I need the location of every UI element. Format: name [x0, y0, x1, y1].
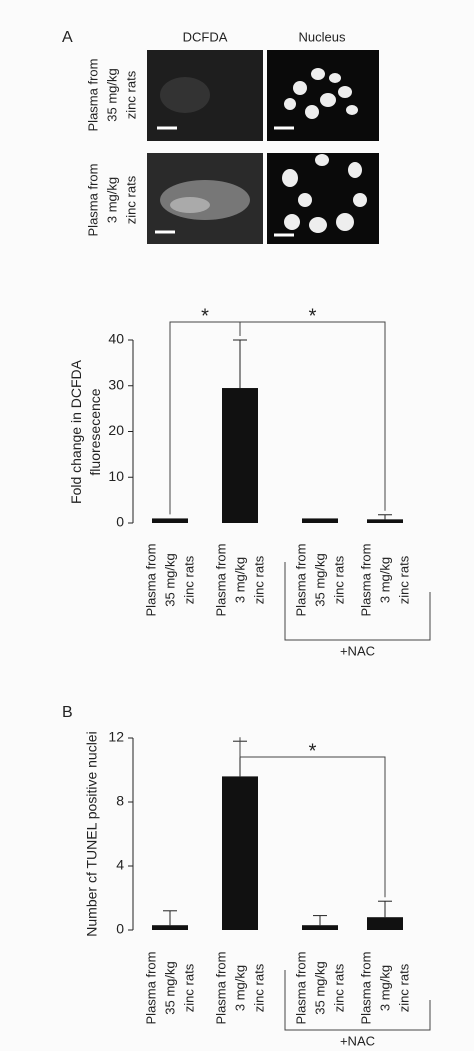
bar [302, 925, 338, 930]
y-tick-label: 4 [116, 857, 124, 873]
error-bar [313, 915, 327, 926]
y-tick-label: 40 [108, 331, 124, 347]
panel-label: B [62, 704, 73, 721]
error-bar [378, 514, 392, 520]
y-tick-label: 8 [116, 793, 124, 809]
bar [222, 388, 258, 523]
significance-bracket [239, 321, 386, 511]
error-bar [233, 339, 247, 389]
error-bar [163, 910, 177, 926]
image-row-label: Plasma from 35 mg/kg zinc rats [85, 58, 139, 132]
x-tick-label: Plasma from 3 mg/kg zinc rats [213, 951, 267, 1025]
micrographs [147, 50, 379, 244]
y-axis-label: Fold change in DCFDA fluoresecence [68, 359, 103, 504]
y-tick-label: 20 [108, 422, 124, 438]
group-label: +NAC [340, 643, 375, 658]
bar [152, 518, 188, 523]
significance-label: * [309, 740, 317, 762]
group-bracket [284, 970, 431, 1031]
bar [367, 917, 403, 930]
y-tick-label: 10 [108, 468, 124, 484]
group-label: +NAC [340, 1033, 375, 1048]
x-tick-label: Plasma from 35 mg/kg zinc rats [293, 951, 347, 1025]
y-axis-label: Number cf TUNEL positive nuclei [83, 731, 100, 937]
y-tick-label: 0 [116, 921, 124, 937]
image-column-label: DCFDA [183, 29, 228, 44]
significance-bracket [239, 737, 386, 898]
x-tick-label: Plasma from 35 mg/kg zinc rats [143, 951, 197, 1025]
x-tick-label: Plasma from 35 mg/kg zinc rats [293, 543, 347, 617]
error-bar [378, 900, 392, 918]
bar [367, 519, 403, 523]
significance-label: * [309, 305, 317, 327]
image-row-label: Plasma from 3 mg/kg zinc rats [85, 163, 139, 237]
significance-label: * [201, 305, 209, 327]
y-tick-label: 12 [108, 729, 124, 745]
x-tick-label: Plasma from 35 mg/kg zinc rats [143, 543, 197, 617]
panel-label: A [62, 29, 73, 46]
group-bracket [284, 562, 431, 641]
bar [222, 776, 258, 930]
x-tick-label: Plasma from 3 mg/kg zinc rats [213, 543, 267, 617]
x-tick-label: Plasma from 3 mg/kg zinc rats [358, 951, 412, 1025]
bar [152, 925, 188, 930]
x-tick-label: Plasma from 3 mg/kg zinc rats [358, 543, 412, 617]
bar [302, 518, 338, 523]
image-column-label: Nucleus [299, 29, 346, 44]
y-tick-label: 30 [108, 376, 124, 392]
y-tick-label: 0 [116, 514, 124, 530]
